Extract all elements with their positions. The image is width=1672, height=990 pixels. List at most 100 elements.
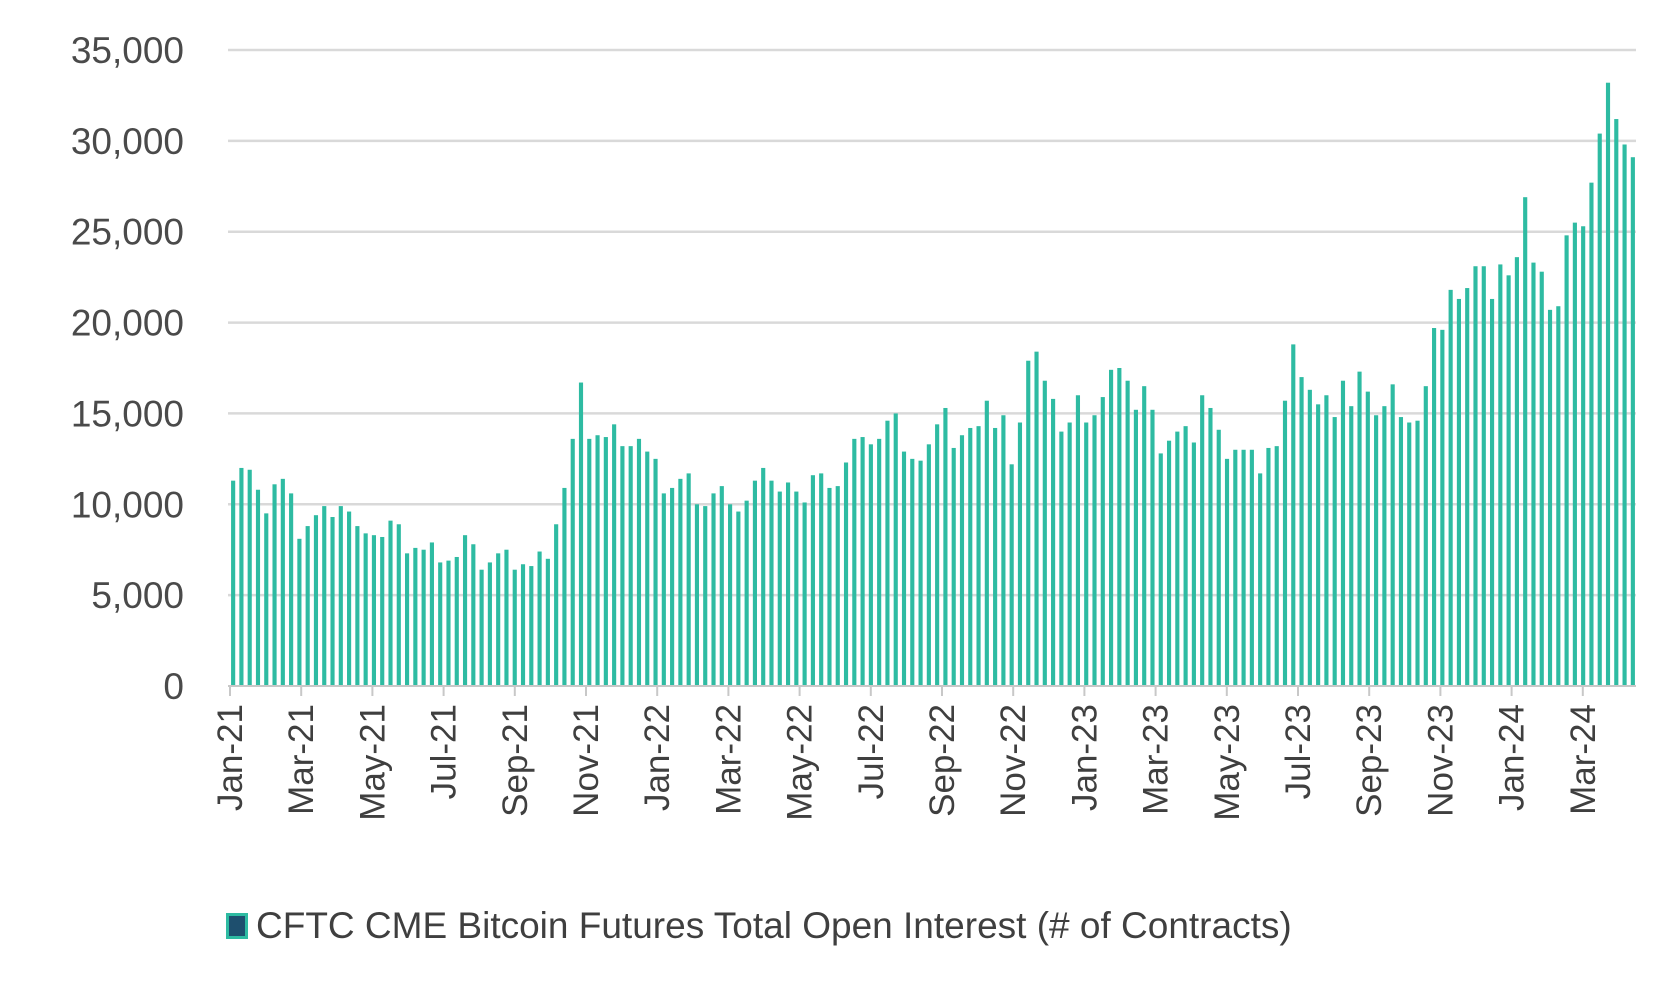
bar: [769, 480, 774, 686]
bar: [628, 446, 633, 686]
bar: [810, 475, 815, 686]
bar: [1200, 395, 1205, 686]
bar: [562, 487, 567, 686]
bar: [1390, 384, 1395, 686]
bar: [1034, 351, 1039, 686]
bar: [1100, 397, 1105, 686]
bar: [1150, 409, 1155, 686]
bar: [462, 535, 468, 686]
x-tick-label: Jul-22: [852, 704, 891, 799]
y-tick-label: 0: [163, 666, 184, 707]
y-tick-label: 20,000: [71, 303, 184, 344]
bar: [951, 447, 956, 686]
bar: [405, 553, 410, 686]
bar: [926, 444, 931, 686]
x-tick-label: Sep-21: [496, 704, 535, 817]
y-tick-label: 5,000: [91, 575, 184, 616]
bar: [1216, 429, 1221, 686]
bar: [231, 480, 236, 686]
bar: [1597, 133, 1602, 687]
bar: [1605, 82, 1611, 686]
x-axis-ticks: Jan-21 Mar-21 May-21 Jul-21 Sep-21 Nov-21 Jan-…: [211, 704, 1603, 821]
bar: [777, 491, 782, 686]
bar: [504, 549, 509, 686]
bar: [1208, 407, 1213, 686]
bar: [711, 493, 716, 686]
bar: [595, 435, 600, 686]
bar: [1241, 449, 1246, 686]
x-tick-label: Sep-23: [1350, 704, 1389, 817]
bar: [322, 506, 327, 686]
bar: [1374, 415, 1379, 686]
bar: [313, 515, 319, 686]
bar: [1514, 257, 1519, 686]
y-tick-label: 10,000: [71, 484, 184, 525]
bar: [255, 489, 261, 686]
x-tick-label: Jan-21: [211, 704, 250, 811]
y-tick-label: 35,000: [71, 30, 184, 71]
bar: [1092, 415, 1097, 686]
bar: [446, 560, 451, 686]
bar: [678, 478, 683, 686]
bar: [1398, 417, 1404, 686]
bar: [380, 536, 385, 686]
bar: [1432, 328, 1437, 686]
bar: [1332, 417, 1337, 686]
bar: [496, 553, 501, 686]
x-tick-label: Jan-23: [1065, 704, 1104, 811]
bar: [1067, 422, 1072, 686]
bar: [935, 424, 940, 686]
bar: [794, 491, 799, 686]
bar: [520, 564, 526, 686]
bar: [1059, 431, 1064, 686]
bar: [479, 569, 484, 686]
bar: [1564, 235, 1569, 686]
bar: [1473, 266, 1478, 686]
bar: [570, 438, 575, 686]
bar: [1324, 395, 1329, 686]
bar: [802, 502, 807, 686]
bar: [736, 511, 741, 686]
bar: [396, 524, 401, 686]
bar: [1456, 298, 1461, 686]
bar: [363, 533, 368, 686]
x-tick-label: Jan-22: [638, 704, 677, 811]
y-axis-ticks: 0 5,000 10,000 15,000 20,000 25,000 30,000 35,0…: [71, 30, 184, 707]
bar: [1423, 386, 1428, 686]
bar: [612, 424, 617, 686]
bar: [976, 426, 981, 686]
legend: CFTC CME Bitcoin Futures Total Open Inte…: [226, 905, 1292, 947]
bar: [371, 535, 377, 686]
bar: [330, 517, 335, 686]
bar: [645, 451, 650, 686]
x-tick-label: Mar-24: [1564, 704, 1603, 815]
bar: [910, 458, 915, 686]
x-tick-label: Nov-22: [994, 704, 1033, 817]
bar: [1258, 473, 1263, 686]
bar: [1523, 197, 1528, 686]
bar: [1340, 380, 1346, 686]
bar: [1026, 360, 1031, 686]
bar: [587, 438, 592, 686]
bar: [1415, 420, 1420, 686]
bar: [620, 446, 625, 686]
bar: [1581, 226, 1586, 686]
bar: [280, 478, 285, 686]
x-tick-label: Nov-23: [1421, 704, 1460, 817]
bar: [1498, 264, 1503, 686]
bar: [1233, 449, 1238, 686]
bar: [1539, 271, 1544, 686]
bar: [1556, 306, 1561, 686]
x-tick-label: Jan-24: [1493, 704, 1532, 811]
x-tick-label: Mar-21: [282, 704, 321, 815]
bar: [1158, 453, 1163, 686]
bar: [852, 438, 857, 686]
bar: [1282, 400, 1288, 686]
bar: [355, 526, 360, 686]
y-tick-label: 25,000: [71, 212, 184, 253]
bar: [877, 438, 882, 686]
bar: [1382, 406, 1387, 686]
bar: [289, 493, 294, 686]
